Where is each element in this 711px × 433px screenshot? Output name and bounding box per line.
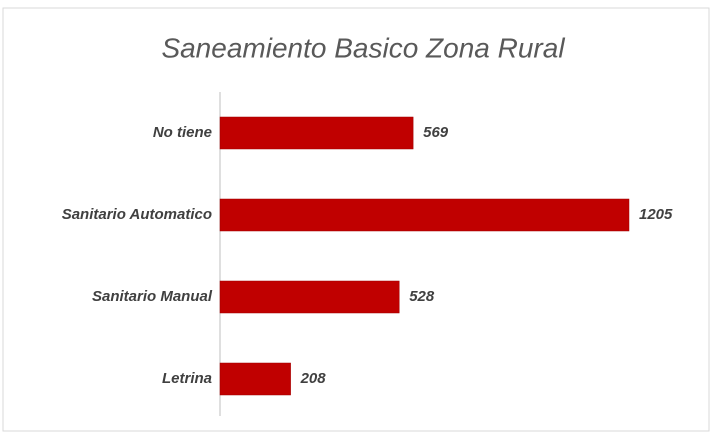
value-label: 569 xyxy=(423,124,449,141)
value-label: 528 xyxy=(409,288,435,305)
category-label: Letrina xyxy=(162,370,212,387)
bar xyxy=(219,362,291,396)
category-label: Sanitario Automatico xyxy=(62,206,212,223)
category-label: Sanitario Manual xyxy=(92,288,213,305)
value-label: 208 xyxy=(300,370,327,387)
bar xyxy=(219,198,630,232)
chart-title: Saneamiento Basico Zona Rural xyxy=(161,32,565,63)
category-label: No tiene xyxy=(153,124,212,141)
bar xyxy=(219,280,400,314)
value-label: 1205 xyxy=(639,206,673,223)
bar xyxy=(219,116,414,150)
